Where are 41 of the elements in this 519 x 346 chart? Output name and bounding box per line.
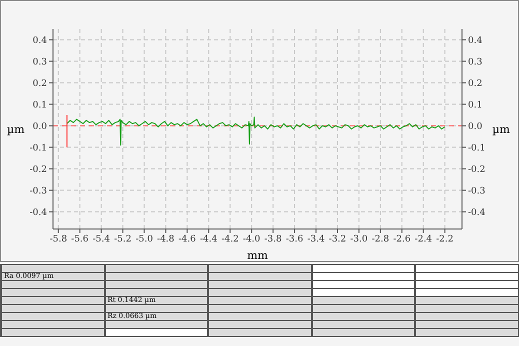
x-tick-label: -4.8 [157, 234, 175, 244]
x-tick-label: -5.4 [92, 234, 110, 244]
y-tick-label: -0.4 [30, 208, 48, 218]
x-tick-label: -2.8 [372, 234, 390, 244]
x-axis-title: mm [247, 249, 268, 262]
y-tick-label: 0.3 [32, 57, 48, 68]
y-tick-label: 0.0 [32, 122, 48, 132]
y2-tick-label: 0.1 [468, 100, 482, 110]
y-tick-label: -0.2 [30, 164, 47, 175]
x-tick-label: -4.4 [200, 234, 218, 244]
y2-tick-label: 0.0 [468, 122, 483, 132]
x-tick-label: -2.2 [436, 234, 454, 244]
x-tick-label: -3.6 [286, 234, 304, 244]
y-tick-label: 0.2 [32, 78, 47, 89]
y2-axis-title: µm [492, 122, 511, 136]
y-tick-label: 0.4 [32, 36, 48, 46]
x-tick-label: -4.6 [178, 234, 196, 244]
x-tick-label: -5.8 [50, 234, 68, 244]
y2-tick-label: -0.3 [468, 186, 486, 196]
x-tick-label: -5.0 [136, 234, 154, 244]
x-tick-label: -5.6 [71, 234, 89, 244]
y2-tick-label: -0.1 [468, 143, 486, 154]
y-tick-label: -0.3 [30, 186, 48, 196]
x-tick-label: -3.4 [307, 234, 325, 244]
x-tick-label: -3.8 [264, 234, 282, 244]
y-tick-label: 0.1 [32, 100, 47, 110]
line-series [66, 116, 446, 146]
x-tick-label: -3.2 [328, 234, 346, 244]
x-tick-label: -3.0 [350, 234, 368, 244]
y-axis-title: µm [7, 122, 26, 136]
x-tick-label: -4.0 [242, 234, 261, 244]
x-tick-label: -2.4 [414, 234, 432, 244]
y2-tick-label: -0.2 [468, 164, 486, 175]
y2-tick-label: 0.3 [468, 57, 483, 68]
x-tick-label: -5.2 [114, 234, 132, 244]
y2-tick-label: 0.2 [468, 78, 482, 89]
x-tick-label: -2.6 [393, 234, 411, 244]
y2-tick-label: 0.4 [468, 36, 483, 46]
y-tick-label: -0.1 [30, 143, 47, 154]
x-tick-label: -4.2 [221, 234, 239, 244]
y2-tick-label: -0.4 [468, 208, 486, 218]
